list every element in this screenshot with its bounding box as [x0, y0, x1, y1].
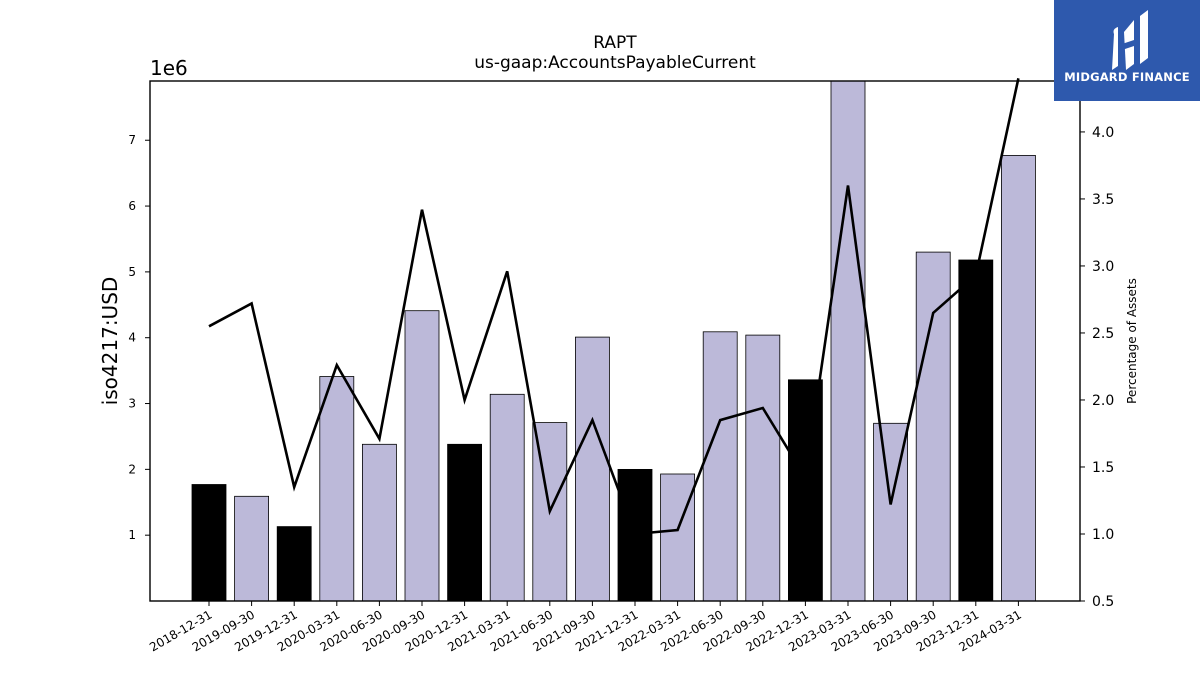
bar [404, 310, 440, 602]
y2-tick-label: 1.0 [1092, 527, 1114, 543]
y2-tick-label: 2.0 [1092, 393, 1114, 409]
bar [745, 334, 781, 602]
y2-tick-label: 1.5 [1092, 460, 1114, 476]
bar [319, 376, 355, 602]
y-axis-label: iso4217:USD [98, 277, 122, 406]
bar [489, 393, 525, 602]
y2-tick-label: 3.0 [1092, 259, 1114, 275]
bar [361, 443, 397, 602]
bar [830, 80, 866, 602]
bar [702, 331, 738, 602]
bar [447, 443, 483, 602]
y2-tick-label: 3.5 [1092, 192, 1114, 208]
y-tick-label: 3 [128, 397, 136, 411]
bar [915, 251, 951, 602]
y-tick-label: 7 [128, 133, 136, 147]
y2-tick-label: 4.0 [1092, 125, 1114, 141]
plot-frame [149, 80, 1081, 602]
bar [575, 336, 610, 602]
midgard-logo-icon [1112, 10, 1148, 70]
y-tick-label: 4 [128, 331, 136, 345]
y-multiplier-label: 1e6 [150, 56, 188, 80]
midgard-finance-logo: MIDGARD FINANCE [1054, 0, 1200, 101]
y2-tick-label: 0.5 [1092, 594, 1114, 610]
bar [1001, 154, 1036, 602]
y-tick-label: 6 [128, 199, 136, 213]
y-tick-label: 5 [128, 265, 136, 279]
y-tick-label: 1 [128, 528, 136, 542]
bar [191, 484, 227, 602]
y-tick-label: 2 [128, 462, 136, 476]
bar [958, 259, 994, 602]
chart-title: RAPT [593, 33, 637, 53]
bar [788, 379, 823, 602]
y2-tick-label: 2.5 [1092, 326, 1114, 342]
y2-axis-label: Percentage of Assets [1125, 278, 1139, 404]
line-series [208, 78, 1020, 536]
bar [276, 526, 312, 602]
bar-series [191, 80, 1036, 602]
chart-subtitle: us-gaap:AccountsPayableCurrent [474, 53, 756, 73]
bar [234, 495, 270, 602]
bar [660, 473, 695, 602]
logo-name: MIDGARD FINANCE [1064, 70, 1190, 84]
line-path [208, 78, 1020, 536]
